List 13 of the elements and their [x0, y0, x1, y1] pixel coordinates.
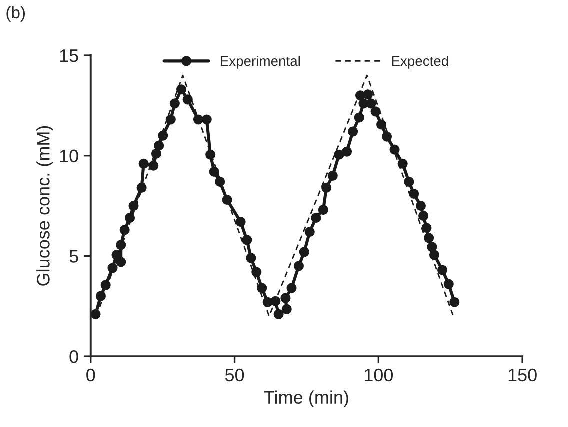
x-tick-label: 150: [508, 368, 537, 382]
y-tick-label: 5: [70, 250, 78, 263]
x-tick-label: 0: [86, 368, 96, 382]
x-axis-title: Time (min): [264, 390, 348, 408]
y-tick-label: 15: [60, 50, 78, 62]
legend-label: Experimental: [221, 56, 300, 69]
legend-label: Expected: [392, 56, 448, 69]
y-axis-title: Glucose conc. (mM): [36, 126, 54, 286]
x-tick-label: 100: [364, 368, 394, 382]
y-tick-label: 0: [70, 350, 78, 364]
text: (b): [6, 6, 26, 22]
y-tick-label: 10: [60, 150, 78, 163]
x-tick-label: 50: [225, 368, 244, 382]
